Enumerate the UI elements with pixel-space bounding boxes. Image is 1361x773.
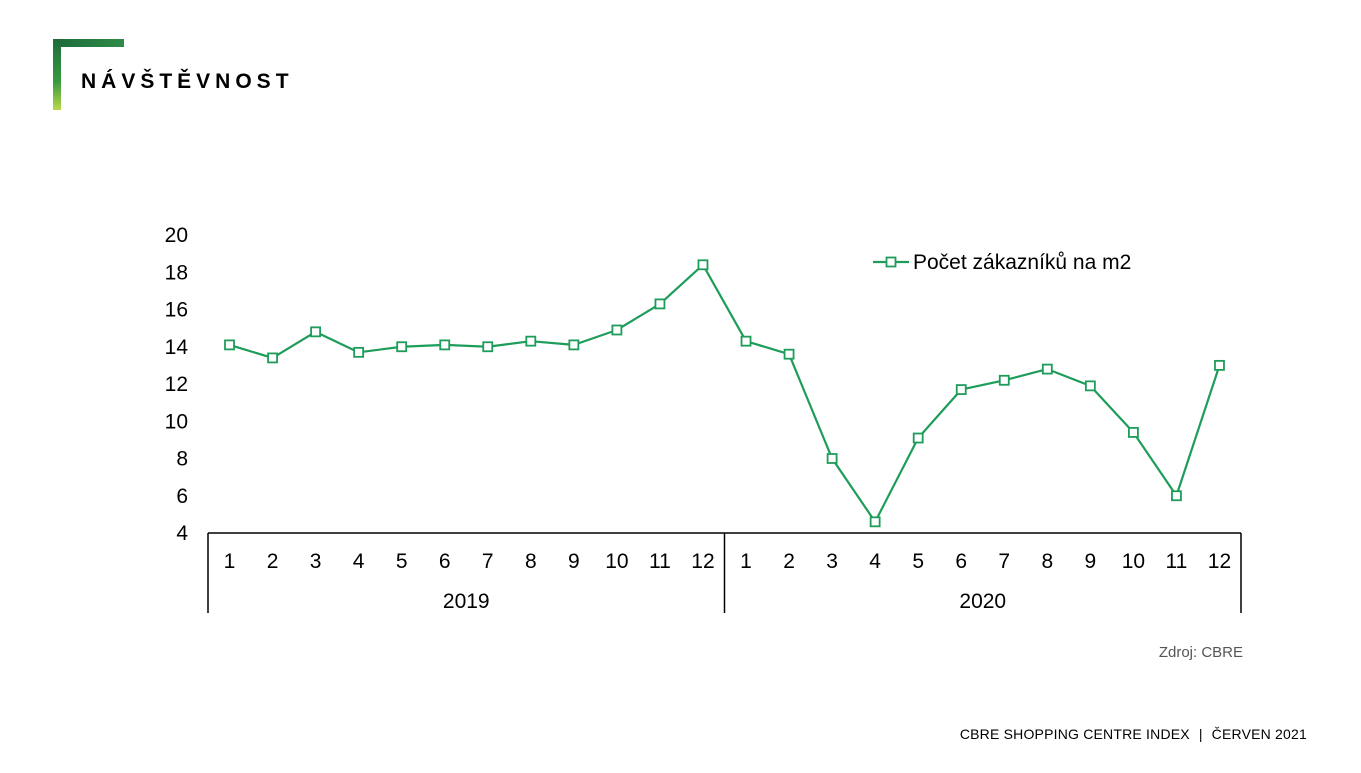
accent-bar-top [53,39,124,47]
x-tick-label: 5 [396,550,408,573]
y-tick-label: 10 [165,410,188,433]
data-point [998,374,1010,386]
x-tick-label: 1 [740,550,752,573]
x-tick-label: 2 [783,550,795,573]
data-point [353,346,365,358]
data-point [1084,380,1096,392]
group-label: 2020 [959,590,1006,613]
y-tick-label: 4 [176,522,188,545]
data-point [869,516,881,528]
x-tick-label: 1 [224,550,236,573]
y-tick-label: 16 [165,299,188,322]
data-point [439,339,451,351]
data-point [1127,427,1139,438]
x-tick-label: 3 [310,550,322,573]
x-tick-label: 8 [525,550,537,573]
legend-marker [885,256,897,268]
x-tick-label: 4 [353,550,365,573]
footer-separator: | [1198,726,1203,742]
x-tick-label: 7 [998,550,1010,573]
data-point [525,335,537,347]
data-point [568,339,580,351]
y-tick-label: 20 [165,224,188,247]
x-tick-label: 6 [439,550,451,573]
y-tick-label: 6 [176,485,188,508]
x-tick-label: 7 [482,550,494,573]
data-point [654,298,666,310]
group-label: 2019 [443,590,490,613]
x-tick-label: 2 [267,550,279,573]
y-tick-label: 14 [165,336,189,359]
footer-date: ČERVEN 2021 [1211,726,1307,742]
data-point [1214,359,1225,371]
x-tick-label: 6 [955,550,967,573]
data-point [1041,363,1053,375]
footer-report-name: CBRE SHOPPING CENTRE INDEX [959,726,1190,742]
x-tick-label: 8 [1041,550,1053,573]
data-point [955,384,967,395]
x-tick-label: 9 [1085,550,1097,573]
data-point [740,335,752,347]
accent-bar-left [53,39,61,110]
data-point [783,348,795,360]
page-title: NÁVŠTĚVNOST [81,70,294,93]
x-tick-label: 11 [1166,550,1188,573]
x-tick-label: 11 [649,550,671,573]
footer: CBRE SHOPPING CENTRE INDEX | ČERVEN 2021 [960,726,1307,742]
series-line [229,263,1221,523]
data-point [224,339,235,351]
data-point [912,432,924,444]
data-point [611,324,623,336]
source-note: Zdroj: CBRE [1158,644,1243,661]
y-tick-label: 12 [165,373,188,396]
data-point [1171,490,1182,502]
data-point [310,326,322,338]
legend-label: Počet zákazníků na m2 [913,251,1131,274]
x-tick-label: 4 [869,550,881,573]
x-tick-label: 3 [826,550,838,573]
data-point [697,259,709,271]
y-tick-label: 18 [165,261,188,284]
x-tick-label: 10 [605,550,628,573]
x-tick-label: 9 [568,550,580,573]
y-tick-label: 8 [176,448,188,471]
x-tick-label: 5 [912,550,924,573]
x-tick-label: 10 [1122,550,1145,573]
x-tick-label: 12 [691,550,714,573]
data-point [396,341,408,353]
data-point [267,352,278,364]
x-tick-label: 12 [1208,550,1231,573]
data-point [482,341,494,353]
data-point [826,453,838,464]
